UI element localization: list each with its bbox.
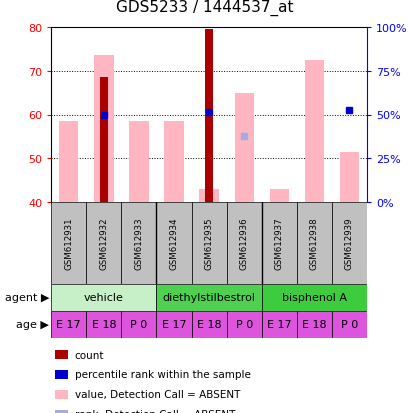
Text: GSM612934: GSM612934 (169, 217, 178, 270)
Text: GSM612936: GSM612936 (239, 217, 248, 270)
Bar (234, 93, 253, 202)
Bar (156, 284, 261, 311)
Bar (261, 202, 296, 284)
Bar (191, 311, 226, 338)
Text: E 18: E 18 (91, 320, 116, 330)
Text: GSM612938: GSM612938 (309, 217, 318, 270)
Bar (226, 311, 261, 338)
Bar (226, 202, 261, 284)
Text: GDS5233 / 1444537_at: GDS5233 / 1444537_at (116, 0, 293, 16)
Text: count: count (74, 350, 104, 360)
Text: age ▶: age ▶ (16, 320, 49, 330)
Bar (261, 311, 296, 338)
Bar (296, 202, 331, 284)
Text: diethylstilbestrol: diethylstilbestrol (162, 293, 255, 303)
Bar (100, 78, 108, 202)
Bar (261, 284, 366, 311)
Bar (51, 311, 86, 338)
Bar (164, 122, 183, 202)
Bar (191, 202, 226, 284)
Text: E 17: E 17 (266, 320, 291, 330)
Bar (339, 152, 358, 202)
Bar (331, 311, 366, 338)
Bar (51, 202, 86, 284)
Text: P 0: P 0 (340, 320, 357, 330)
Bar (199, 190, 218, 202)
Bar (121, 311, 156, 338)
Bar (94, 56, 113, 202)
Bar (269, 190, 288, 202)
Bar (51, 284, 156, 311)
Text: value, Detection Call = ABSENT: value, Detection Call = ABSENT (74, 389, 239, 399)
Text: GSM612935: GSM612935 (204, 217, 213, 270)
Text: bisphenol A: bisphenol A (281, 293, 346, 303)
Text: GSM612931: GSM612931 (64, 217, 73, 270)
Bar (331, 202, 366, 284)
Text: P 0: P 0 (130, 320, 147, 330)
Bar (86, 311, 121, 338)
Text: E 17: E 17 (161, 320, 186, 330)
Text: rank, Detection Call = ABSENT: rank, Detection Call = ABSENT (74, 409, 234, 413)
Bar (156, 311, 191, 338)
Text: percentile rank within the sample: percentile rank within the sample (74, 370, 250, 380)
Text: GSM612939: GSM612939 (344, 217, 353, 270)
Bar (86, 202, 121, 284)
Bar (296, 311, 331, 338)
Bar (129, 122, 148, 202)
Text: GSM612933: GSM612933 (134, 217, 143, 270)
Text: E 18: E 18 (301, 320, 326, 330)
Bar (121, 202, 156, 284)
Bar (59, 122, 78, 202)
Bar (156, 202, 191, 284)
Text: E 18: E 18 (196, 320, 221, 330)
Bar (304, 61, 323, 202)
Text: GSM612932: GSM612932 (99, 217, 108, 270)
Text: GSM612937: GSM612937 (274, 217, 283, 270)
Text: E 17: E 17 (56, 320, 81, 330)
Text: agent ▶: agent ▶ (5, 293, 49, 303)
Text: vehicle: vehicle (84, 293, 124, 303)
Bar (205, 30, 212, 202)
Text: P 0: P 0 (235, 320, 252, 330)
